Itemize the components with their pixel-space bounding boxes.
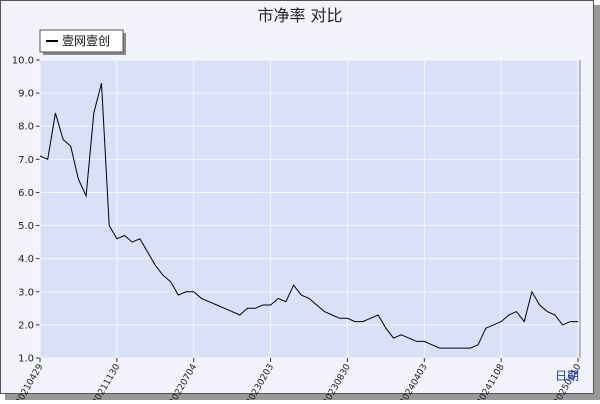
legend: 壹网壹创 (39, 29, 126, 55)
legend-label: 壹网壹创 (62, 34, 110, 48)
x-axis-label: 日期 (555, 369, 579, 383)
y-tick-label: 5.0 (18, 221, 34, 232)
y-tick-label: 2.0 (18, 320, 34, 331)
y-tick-label: 9.0 (18, 89, 34, 100)
y-tick-label: 4.0 (18, 254, 34, 265)
line-series (39, 83, 578, 349)
y-tick-label: 8.0 (18, 122, 34, 133)
plot-area (39, 59, 581, 359)
y-tick-label: 1.0 (18, 354, 34, 365)
y-tick-label: 3.0 (18, 287, 34, 298)
chart-title: 市净率 对比 (257, 6, 342, 25)
y-tick-label: 6.0 (18, 188, 34, 199)
y-tick-label: 10.0 (12, 56, 34, 67)
shadow (5, 394, 600, 400)
y-tick-label: 7.0 (18, 155, 34, 166)
legend-box (39, 29, 124, 53)
shadow (594, 5, 600, 400)
